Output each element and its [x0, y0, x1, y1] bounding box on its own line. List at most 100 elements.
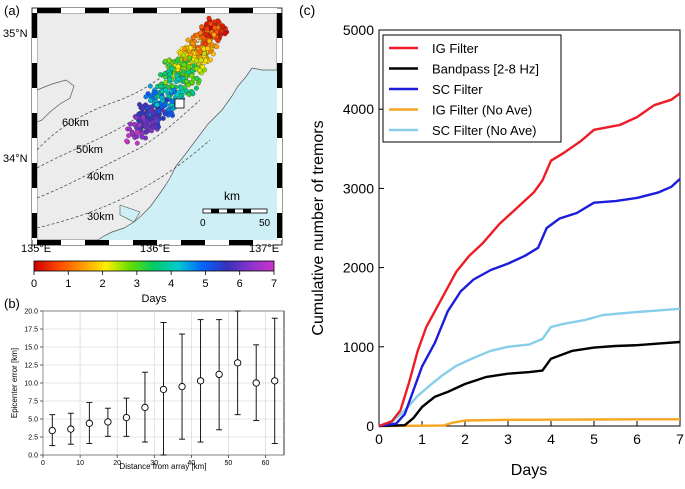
map-frame-segment: [32, 88, 37, 113]
panel-c-xtick-label: 3: [504, 431, 512, 447]
tremor-dot: [204, 26, 210, 32]
tremor-dot: [136, 111, 142, 117]
tremor-dot: [182, 46, 188, 52]
contour-label-40km: 40km: [87, 171, 114, 183]
tremor-dot: [190, 34, 196, 40]
map-frame-segment: [109, 240, 133, 245]
tremor-dot: [153, 123, 159, 129]
map-frame-segment: [32, 13, 37, 38]
colorbar-tick-label: 5: [202, 278, 208, 290]
tremor-dot: [139, 134, 145, 140]
colorbar-tick-label: 6: [237, 278, 243, 290]
tremor-dot: [184, 79, 189, 85]
legend-label: Bandpass [2-8 Hz]: [432, 62, 539, 77]
scale-bar-max: 50: [259, 218, 271, 229]
panel-b-xtick-label: 20: [113, 460, 121, 467]
map-frame-segment: [109, 8, 133, 13]
tremor-dot: [134, 140, 140, 146]
panel-b-point: [141, 403, 149, 412]
series-line-ig-filter-no-ave: [378, 418, 680, 428]
array-location-square: [174, 98, 185, 109]
panel-b-ytick-label: 7.5: [28, 399, 38, 406]
tremor-dot: [215, 18, 221, 24]
tremor-dot: [169, 110, 175, 116]
tremor-dot: [162, 71, 168, 76]
scale-bar-min: 0: [200, 218, 206, 229]
tremor-epicenters: [124, 15, 230, 146]
map-frame-segment: [181, 240, 205, 245]
panel-b-point: [122, 413, 131, 422]
panel-b-point: [85, 419, 93, 427]
panel-c-ytick-label: 1000: [343, 339, 374, 355]
map-frame-segment: [277, 163, 282, 188]
panel-b-ytick-label: 15.0: [24, 345, 38, 352]
map-frame-segment: [277, 213, 282, 238]
panel-b-ytick-label: 12.5: [24, 363, 38, 370]
tremor-dot: [189, 73, 194, 79]
map-frame-segment: [32, 63, 37, 88]
tremor-dot: [158, 72, 163, 78]
panel-c-lines: [378, 92, 681, 428]
panel-c-xtick-label: 7: [676, 431, 684, 447]
panel-b-point: [196, 377, 205, 385]
panel-b-points: [48, 310, 279, 456]
tremor-dot: [181, 62, 187, 68]
scale-bar-segment: [243, 209, 251, 213]
map-frame-segment: [32, 138, 37, 163]
panel-b-ytick-label: 2.5: [28, 435, 38, 442]
tremor-dot: [134, 125, 140, 131]
tremor-dot: [164, 97, 170, 103]
tremor-dot: [149, 128, 155, 134]
colorbar: 0 1 2 3 4 5 6 7 Days: [31, 260, 277, 305]
colorbar-tick-label: 7: [271, 278, 277, 290]
map-frame-segment: [277, 188, 282, 213]
tremor-dot: [199, 24, 205, 30]
colorbar-tick-label: 4: [168, 278, 174, 290]
colorbar-label: Days: [141, 293, 167, 305]
panel-c-ytick-label: 4000: [343, 101, 374, 117]
map-frame-segment: [85, 8, 109, 13]
map-frame-segment: [205, 8, 229, 13]
legend-label: SC Filter (No Ave): [432, 123, 537, 138]
panel-b-ytick-label: 0.0: [28, 453, 38, 460]
contour-label-50km: 50km: [76, 144, 103, 156]
lon-label-136E: 136°E: [140, 243, 170, 255]
tremor-dot: [214, 44, 220, 50]
panel-c-ytick-label: 3000: [343, 180, 374, 196]
tremor-dot: [134, 129, 140, 135]
tremor-dot: [175, 58, 181, 64]
tremor-dot: [190, 41, 196, 47]
tremor-dot: [148, 98, 153, 104]
tremor-dot: [127, 126, 132, 132]
legend-label: SC Filter: [432, 82, 483, 97]
tremor-dot: [206, 15, 212, 21]
tremor-dot: [198, 57, 204, 63]
series-line-sc-filter: [378, 178, 681, 428]
panel-c: (c) 0 1 2 3 4 5 6 7 0 1000 2000 3000 4000 5000 Days C…: [299, 2, 684, 479]
tremor-dot: [211, 32, 217, 38]
map-frame-segment: [277, 113, 282, 138]
contour-30km: [37, 139, 211, 229]
tremor-dot: [203, 41, 209, 47]
map-frame-segment: [32, 113, 37, 138]
map-body: [37, 13, 277, 240]
panel-b-point: [234, 359, 242, 367]
tremor-dot: [206, 38, 212, 44]
map-frame-segment: [229, 240, 253, 245]
legend-label: IG Filter: [432, 41, 479, 56]
map-frame-segment: [133, 240, 157, 245]
lat-label-35N: 35°N: [3, 28, 28, 40]
scale-bar-unit: km: [224, 189, 240, 203]
tremor-dot: [150, 119, 156, 125]
map-frame-segment: [32, 213, 37, 238]
map-frame-segment: [277, 38, 282, 63]
tremor-dot: [129, 130, 135, 136]
tremor-dot: [170, 83, 175, 89]
tremor-dot: [190, 90, 196, 96]
panel-c-xtick-label: 6: [633, 431, 641, 447]
map-frame-segment: [32, 238, 37, 240]
tremor-dot: [127, 121, 133, 127]
panel-a: (a) 60km 50km 40km 30km km: [3, 3, 283, 305]
tremor-dot: [188, 45, 194, 51]
